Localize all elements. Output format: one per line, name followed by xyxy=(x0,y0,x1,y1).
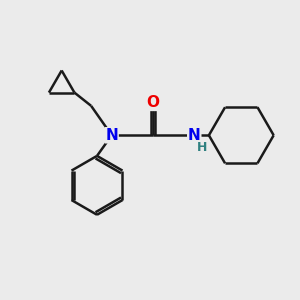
Text: H: H xyxy=(197,141,208,154)
Text: N: N xyxy=(188,128,200,143)
Text: O: O xyxy=(146,95,159,110)
Text: N: N xyxy=(188,128,200,143)
Text: N: N xyxy=(105,128,118,143)
